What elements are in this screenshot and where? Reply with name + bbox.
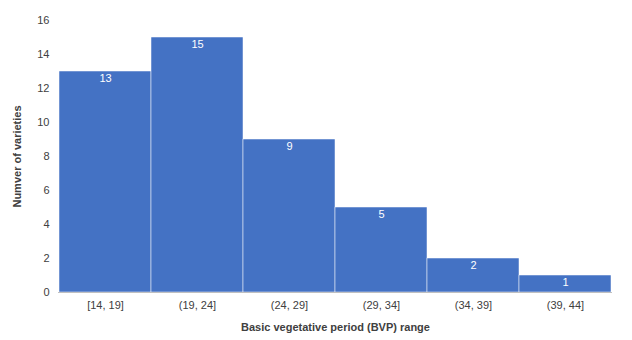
svg-text:5: 5 <box>378 208 384 220</box>
svg-text:(34, 39]: (34, 39] <box>455 299 492 311</box>
svg-text:12: 12 <box>37 82 49 94</box>
svg-text:16: 16 <box>37 14 49 26</box>
svg-text:15: 15 <box>191 38 203 50</box>
svg-text:Numver of varieties: Numver of varieties <box>11 105 23 207</box>
svg-text:(29, 34]: (29, 34] <box>363 299 400 311</box>
svg-text:Basic vegetative period (BVP): Basic vegetative period (BVP) range <box>241 321 430 333</box>
svg-text:4: 4 <box>43 218 49 230</box>
svg-text:13: 13 <box>99 72 111 84</box>
svg-text:(39, 44]: (39, 44] <box>547 299 584 311</box>
svg-text:14: 14 <box>37 48 49 60</box>
svg-text:2: 2 <box>43 252 49 264</box>
svg-text:(19, 24]: (19, 24] <box>179 299 216 311</box>
svg-text:2: 2 <box>470 259 476 271</box>
svg-text:9: 9 <box>286 140 292 152</box>
svg-text:8: 8 <box>43 150 49 162</box>
svg-text:10: 10 <box>37 116 49 128</box>
svg-text:6: 6 <box>43 184 49 196</box>
svg-text:(24, 29]: (24, 29] <box>271 299 308 311</box>
svg-text:1: 1 <box>562 276 568 288</box>
svg-text:0: 0 <box>43 286 49 298</box>
svg-text:[14, 19]: [14, 19] <box>87 299 124 311</box>
